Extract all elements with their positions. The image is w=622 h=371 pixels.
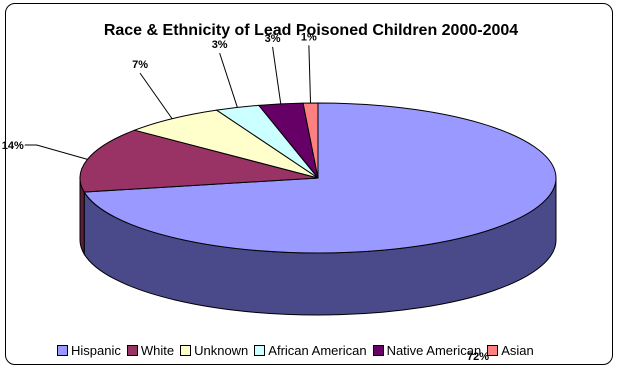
pie-label-hispanic: 72% <box>467 351 489 363</box>
legend-item-african-american: African American <box>254 342 367 358</box>
pie-slice-white <box>79 129 319 193</box>
legend-item-asian: Asian <box>487 343 534 358</box>
pie-slice-asian <box>302 102 319 179</box>
legend-swatch-african-american <box>254 344 266 356</box>
pie-label-white: 14% <box>2 140 24 152</box>
pie-labels: 72% 14% 7% 3% 3% 1% <box>2 31 489 363</box>
pie-leader-native-american <box>272 46 282 104</box>
legend-item-hispanic: Hispanic <box>57 343 121 358</box>
legend-swatch-unknown <box>180 344 192 356</box>
legend-item-unknown: Unknown <box>180 343 248 358</box>
pie-leader-white <box>24 144 88 160</box>
legend-swatch-white <box>126 344 138 356</box>
pie-slice-unknown <box>132 109 319 179</box>
pie-leader-african-american <box>219 52 238 108</box>
legend-label-african-american: African American <box>268 342 367 358</box>
pie-label-asian: 1% <box>301 31 317 43</box>
pie-label-unknown: 7% <box>132 59 148 71</box>
legend: Hispanic White Unknown African American Nati… <box>57 340 597 360</box>
chart-title: Race & Ethnicity of Lead Poisoned Childr… <box>103 22 519 39</box>
pie-label-native-american: 3% <box>265 33 281 45</box>
legend-label-asian: Asian <box>501 342 534 358</box>
legend-item-native-american: Native American <box>372 342 482 358</box>
pie-slices <box>79 102 557 254</box>
pie-leader-unknown <box>139 72 173 120</box>
legend-label-white: White <box>140 342 175 358</box>
legend-swatch-hispanic <box>57 344 68 356</box>
legend-swatch-asian <box>487 344 499 356</box>
legend-label-native-american: Native American <box>386 342 482 358</box>
pie-slice-hispanic <box>83 102 557 254</box>
legend-swatch-native-american <box>372 344 384 356</box>
legend-label-hispanic: Hispanic <box>71 342 121 358</box>
legend-label-unknown: Unknown <box>194 342 249 358</box>
legend-item-white: White <box>126 342 175 358</box>
pie-leader-asian <box>308 45 312 104</box>
pie-label-african-american: 3% <box>212 39 228 51</box>
